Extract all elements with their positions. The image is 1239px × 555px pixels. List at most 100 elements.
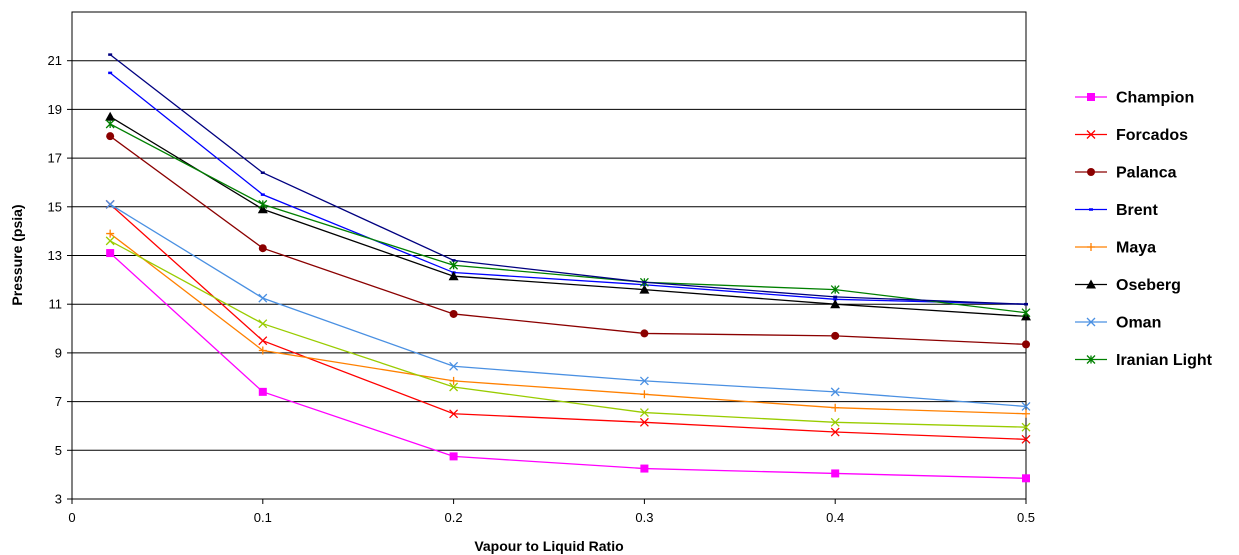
series-palanca — [106, 132, 1030, 349]
legend-label: Forcados — [1116, 127, 1188, 144]
data-point — [831, 403, 840, 412]
legend-label: Brent — [1116, 202, 1158, 219]
legend-label: Oseberg — [1116, 277, 1181, 294]
legend-entry: Brent — [1075, 202, 1158, 219]
data-point — [1022, 340, 1030, 349]
data-point — [448, 271, 459, 281]
y-tick-label: 5 — [55, 443, 62, 458]
data-point — [830, 427, 840, 437]
series-line — [109, 203, 1027, 408]
data-point — [105, 199, 115, 209]
series-oseberg — [105, 111, 1031, 321]
x-axis-title: Vapour to Liquid Ratio — [474, 538, 623, 554]
data-point — [639, 284, 650, 294]
data-point — [258, 319, 268, 329]
data-point — [831, 469, 840, 478]
data-point — [830, 299, 841, 309]
data-point — [449, 452, 458, 461]
series-lines — [105, 53, 1031, 483]
series-forcados — [105, 199, 1031, 444]
legend-marker — [1087, 93, 1095, 101]
data-point — [449, 376, 458, 385]
legend-marker — [1087, 168, 1095, 176]
data-point — [106, 249, 115, 258]
x-tick-label: 0.5 — [1017, 510, 1035, 525]
data-point — [640, 390, 649, 399]
data-point — [106, 229, 115, 238]
legend-entry: Oman — [1075, 315, 1161, 332]
legend-marker — [1087, 243, 1095, 251]
data-point — [449, 309, 458, 318]
series-oman — [105, 199, 1031, 411]
series-line — [109, 54, 1027, 305]
y-tick-label: 15 — [48, 199, 62, 214]
x-tick-label: 0 — [68, 510, 75, 525]
data-point — [449, 361, 459, 371]
legend-entry: Palanca — [1075, 165, 1177, 182]
data-point — [1021, 402, 1031, 411]
data-point — [258, 387, 267, 396]
series-line — [109, 240, 1027, 428]
series-line — [109, 123, 1027, 314]
legend: Champion Forcados Palanca Brent Maya Oseberg O… — [1075, 90, 1213, 369]
y-tick-label: 3 — [55, 492, 62, 507]
data-point — [258, 336, 268, 346]
data-point — [1022, 474, 1030, 483]
data-point — [640, 329, 649, 338]
data-point — [830, 285, 840, 295]
data-point — [640, 464, 649, 473]
data-point — [830, 387, 840, 397]
data-point — [1021, 434, 1031, 444]
data-point — [1022, 409, 1030, 418]
y-tick-label: 13 — [48, 248, 62, 263]
legend-marker — [1086, 279, 1096, 289]
data-point — [105, 119, 115, 129]
x-tick-label: 0.4 — [826, 510, 844, 525]
y-tick-label: 17 — [48, 151, 62, 166]
data-point — [831, 331, 840, 340]
series-line — [109, 203, 1027, 440]
x-tick-label: 0.2 — [445, 510, 463, 525]
series-line — [109, 233, 1027, 415]
series-line — [109, 72, 1027, 305]
y-tick-label: 7 — [55, 394, 62, 409]
series-line — [109, 252, 1027, 479]
data-point — [830, 417, 840, 427]
data-point — [1021, 422, 1031, 432]
axis-ticks: 3 5 7 9 11 13 15 17 19 21 0 0.1 0.2 0.3 0.4 0.5 — [48, 53, 1036, 525]
series-unlabeled-9 — [105, 236, 1031, 432]
legend-marker — [1086, 355, 1096, 364]
data-point — [639, 376, 649, 386]
data-point — [105, 236, 115, 246]
data-point — [258, 346, 267, 355]
legend-entry: Maya — [1075, 240, 1156, 257]
series-line — [109, 135, 1027, 346]
legend-entry: Oseberg — [1075, 277, 1181, 294]
data-point — [105, 111, 116, 121]
y-tick-label: 21 — [48, 53, 62, 68]
data-point — [449, 260, 459, 270]
gridlines — [72, 60, 1026, 451]
legend-label: Iranian Light — [1116, 352, 1213, 369]
series-line — [109, 116, 1027, 318]
legend-entry: Iranian Light — [1075, 352, 1213, 369]
legend-label: Palanca — [1116, 165, 1177, 182]
data-point — [258, 293, 268, 303]
legend-label: Maya — [1116, 240, 1156, 257]
x-tick-label: 0.3 — [635, 510, 653, 525]
y-axis-title: Pressure (psia) — [9, 204, 25, 305]
series-brent — [108, 71, 1028, 306]
legend-entry: Champion — [1075, 90, 1194, 107]
y-tick-label: 11 — [49, 297, 63, 312]
data-point — [258, 199, 268, 209]
data-point — [106, 132, 115, 141]
data-point — [258, 244, 267, 253]
legend-marker — [1086, 130, 1096, 139]
legend-entry: Forcados — [1075, 127, 1188, 144]
legend-marker — [1086, 317, 1096, 327]
y-tick-label: 9 — [55, 345, 62, 360]
legend-label: Oman — [1116, 315, 1161, 332]
y-tick-label: 19 — [48, 102, 62, 117]
data-point — [257, 204, 268, 214]
